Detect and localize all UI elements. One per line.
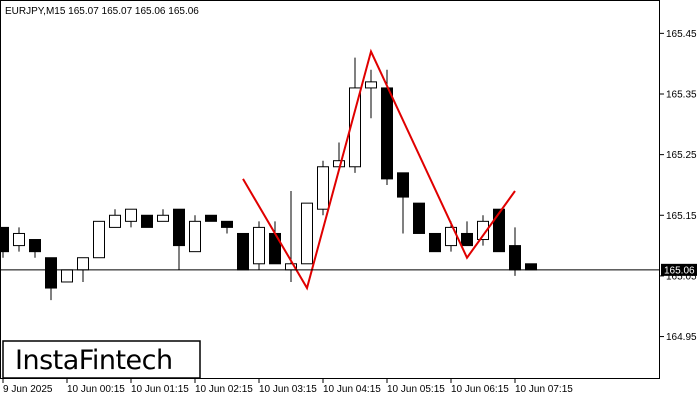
candle-body-bearish	[397, 172, 409, 198]
price-label-box	[661, 263, 697, 276]
candle	[429, 232, 441, 253]
candle-body-bearish	[173, 208, 185, 247]
pattern-line	[242, 48, 516, 291]
candle-body-bullish	[109, 214, 121, 228]
candle-body-bearish	[237, 232, 249, 271]
candle	[13, 227, 25, 252]
candle-body-bearish	[429, 232, 441, 253]
candle	[525, 263, 537, 271]
x-tick-label: 10 Jun 05:15	[387, 384, 445, 395]
y-tick-label: 165.15	[666, 211, 697, 222]
candle-body-bearish	[525, 263, 537, 271]
candle-body-bullish	[61, 269, 73, 283]
candle	[413, 202, 425, 234]
candle-body-bullish	[477, 220, 489, 241]
candle	[301, 202, 313, 265]
candle	[397, 172, 409, 234]
candle	[125, 208, 137, 228]
candle-body-bearish	[269, 232, 281, 265]
x-tick-label: 10 Jun 04:15	[323, 384, 381, 395]
candle-body-bearish	[45, 257, 57, 289]
candle	[461, 221, 473, 247]
candle	[93, 220, 105, 259]
candle-body-bearish	[461, 232, 473, 247]
candle-body-bullish	[301, 202, 313, 265]
pattern-overlay	[242, 48, 516, 291]
y-tick-label: 164.95	[666, 332, 697, 343]
x-axis: 9 Jun 2025 10 Jun 00:15 10 Jun 01:15 10 Jun…	[2, 379, 573, 395]
candle	[29, 239, 41, 258]
candle-body-bullish	[157, 214, 169, 222]
candle-body-bullish	[93, 220, 105, 259]
candle	[493, 208, 505, 253]
candle-body-bullish	[317, 166, 329, 210]
plot-frame	[0, 0, 660, 379]
candle-body-bullish	[333, 160, 345, 168]
candle	[141, 214, 153, 228]
y-tick-label: 165.25	[666, 150, 697, 161]
symbol-header: EURJPY,M15 165.07 165.07 165.06 165.06	[5, 6, 199, 17]
candle-body-bearish	[509, 245, 521, 271]
candle-body-bullish	[253, 226, 265, 265]
candle	[253, 221, 265, 270]
x-tick-label: 10 Jun 00:15	[67, 384, 125, 395]
candle	[205, 214, 217, 222]
candle-body-bearish	[141, 214, 153, 228]
x-tick-label: 9 Jun 2025	[3, 384, 53, 395]
candles	[0, 57, 537, 301]
candle-body-bearish	[493, 208, 505, 253]
y-tick-label: 165.05	[666, 271, 697, 282]
brand-text: InstaFintech	[15, 345, 173, 376]
candle-body-bullish	[77, 257, 89, 271]
candle-body-bearish	[29, 239, 41, 253]
candle	[221, 220, 233, 234]
brand-logo: InstaFintech	[2, 340, 201, 379]
candle-body-bullish	[189, 220, 201, 253]
y-axis: 165.45 165.35 165.25 165.15 165.05 164.95	[660, 29, 697, 343]
candle	[477, 215, 489, 246]
candle	[237, 232, 249, 271]
candle	[61, 269, 73, 283]
candle-body-bearish	[381, 87, 393, 180]
price-label: 165.06	[664, 265, 695, 276]
candle	[45, 257, 57, 301]
candle	[173, 208, 185, 270]
x-tick-label: 10 Jun 02:15	[195, 384, 253, 395]
candle-body-bearish	[413, 202, 425, 234]
candle	[109, 209, 121, 228]
candle	[189, 215, 201, 253]
candle	[157, 209, 169, 222]
candle-body-bearish	[0, 226, 9, 253]
x-tick-label: 10 Jun 03:15	[259, 384, 317, 395]
x-tick-label: 10 Jun 06:15	[451, 384, 509, 395]
brand-box	[2, 340, 201, 379]
candle-body-bullish	[13, 232, 25, 247]
candle-body-bullish	[125, 208, 137, 222]
y-tick-label: 165.45	[666, 29, 697, 40]
candle	[0, 226, 9, 258]
candle-body-bearish	[221, 220, 233, 228]
current-price-line: 165.06	[0, 263, 697, 276]
candle-body-bullish	[365, 81, 377, 89]
candle-body-bearish	[205, 214, 217, 222]
candle	[317, 160, 329, 216]
x-tick-label: 10 Jun 07:15	[515, 384, 573, 395]
x-tick-label: 10 Jun 01:15	[131, 384, 189, 395]
y-tick-label: 165.35	[666, 89, 697, 100]
candle	[365, 69, 377, 119]
